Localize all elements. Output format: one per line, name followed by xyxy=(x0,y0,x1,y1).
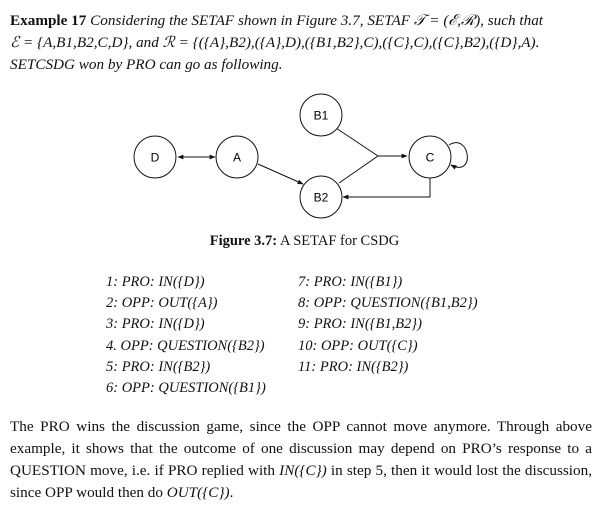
setaf-diagram: D A B1 B2 C xyxy=(133,93,468,219)
edge-c-b2 xyxy=(342,178,431,200)
node-b1-label: B1 xyxy=(314,109,329,123)
edge-b1-join xyxy=(335,127,379,157)
paragraph-part-1: The PRO wins the discussion game, since … xyxy=(10,418,592,479)
node-b1: B1 xyxy=(299,93,343,137)
figure-caption-label: Figure 3.7: xyxy=(209,233,278,249)
move-item: 1: PRO: IN({D}) xyxy=(106,274,205,290)
edge-b2-join xyxy=(338,155,379,184)
move-item: 7: PRO: IN({B1}) xyxy=(298,274,403,290)
example-line-1: Considering the SETAF shown in Figure 3.… xyxy=(86,12,544,29)
move-item: 10: OPP: OUT({C}) xyxy=(298,337,418,354)
edge-c-c xyxy=(448,142,468,170)
figure-caption: Figure 3.7: A SETAF for CSDG xyxy=(0,233,609,250)
node-c-label: C xyxy=(426,151,435,165)
example-text: Example 17 Considering the SETAF shown i… xyxy=(10,10,592,76)
node-b2: B2 xyxy=(299,175,343,219)
node-a: A xyxy=(215,135,259,179)
paragraph-part-3: . xyxy=(229,484,234,501)
move-item: 4. OPP: QUESTION({B2}) xyxy=(106,337,265,354)
move-item: 9: PRO: IN({B1,B2}) xyxy=(298,316,422,333)
move-item: 8: OPP: QUESTION({B1,B2}) xyxy=(298,295,478,312)
node-a-label: A xyxy=(233,151,241,165)
figure-caption-text: A SETAF for CSDG xyxy=(277,233,400,249)
move-item: 3: PRO: IN({D}) xyxy=(106,316,205,333)
paragraph-part-2: in step 5, then it would lost the discus… xyxy=(10,462,592,501)
move-item: 6: OPP: QUESTION({B1}) xyxy=(106,380,266,397)
example-line-3: SETCSDG won by PRO can go as following. xyxy=(10,56,283,73)
example-label: Example 17 xyxy=(10,12,87,29)
node-c: C xyxy=(408,135,452,179)
node-d: D xyxy=(133,135,177,179)
edge-a-b2 xyxy=(257,163,304,185)
moves-list-right: 7: PRO: IN({B1}) 8: OPP: QUESTION({B1,B2… xyxy=(298,272,478,378)
paragraph-out-c: OUT({C}) xyxy=(166,484,230,501)
example-line-2: ℰ = {A,B1,B2,C,D}, and ℛ = {({A},B2),({A… xyxy=(10,34,540,51)
moves-list-left: 1: PRO: IN({D}) 2: OPP: OUT({A}) 3: PRO:… xyxy=(106,272,266,399)
move-item: 2: OPP: OUT({A}) xyxy=(106,295,218,312)
paragraph-in-c: IN({C}) xyxy=(279,462,327,479)
node-b2-label: B2 xyxy=(314,191,329,205)
move-item: 5: PRO: IN({B2}) xyxy=(106,358,211,375)
body-paragraph: The PRO wins the discussion game, since … xyxy=(10,416,592,504)
move-item: 11: PRO: IN({B2}) xyxy=(298,358,409,375)
node-d-label: D xyxy=(151,151,160,165)
